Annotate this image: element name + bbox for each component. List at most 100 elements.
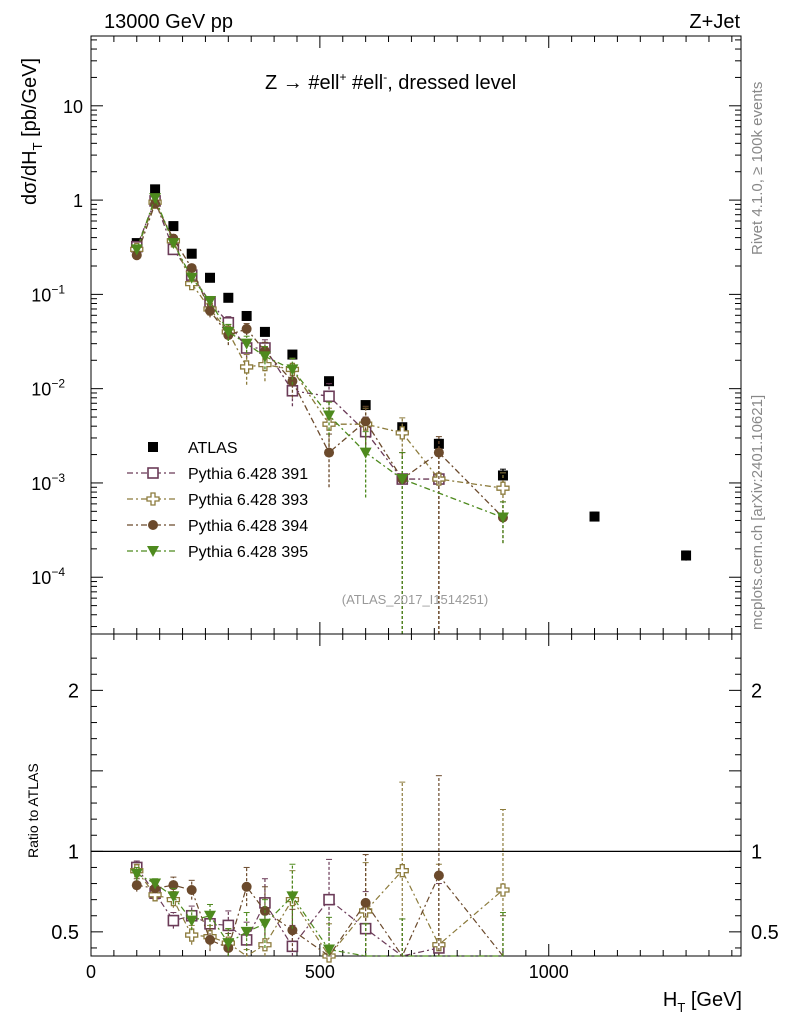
y-tick-base: 10 — [31, 380, 51, 400]
series-3 — [131, 198, 508, 634]
legend-marker — [148, 442, 158, 452]
x-tick-label: 0 — [86, 962, 96, 982]
header-right: Z+Jet — [689, 11, 740, 33]
ratio-point — [168, 880, 179, 891]
title-sup1: + — [339, 70, 346, 84]
ylabel-main: dσ/dH — [19, 150, 41, 205]
y-tick-exp: −4 — [51, 565, 65, 579]
ratio-y-label-right: 1 — [751, 841, 762, 863]
data-point — [222, 326, 235, 338]
ratio-point — [258, 918, 271, 930]
data-point — [185, 272, 198, 284]
legend-label: Pythia 6.428 391 — [188, 466, 308, 483]
x-tick-label: 1000 — [529, 962, 569, 982]
ratio-point — [323, 893, 335, 906]
y-tick-label: 10−2 — [31, 377, 65, 400]
ratio-point — [496, 883, 510, 897]
ratio-point — [241, 881, 252, 892]
data-point — [241, 323, 252, 334]
ratio-frame — [90, 633, 742, 957]
main-ylabel: dσ/dHT [pb/GeV] — [19, 58, 45, 205]
data-point — [167, 238, 180, 250]
data-point — [496, 481, 510, 495]
series-line — [136, 201, 504, 518]
ratio-line — [136, 869, 504, 958]
data-point — [433, 447, 444, 458]
data-point — [149, 193, 162, 205]
ratio-point — [287, 925, 298, 936]
ratio-point — [360, 897, 371, 908]
ratio-point — [186, 884, 197, 895]
data-point — [287, 349, 298, 360]
series-line — [136, 199, 439, 480]
data-point — [681, 550, 692, 561]
ratio-series-1 — [130, 781, 510, 963]
ratio-y-label: 2 — [68, 680, 79, 702]
rivet-label: Rivet 4.1.0, ≥ 100k events — [749, 82, 766, 255]
data-point — [205, 305, 216, 316]
title-main: Z → #ell — [265, 72, 339, 94]
y-tick-label: 10 — [63, 97, 83, 117]
ratio-y-label: 1 — [68, 841, 79, 863]
ratio-point — [286, 940, 299, 953]
ratio-point — [433, 870, 444, 881]
legend-label: Pythia 6.428 394 — [188, 518, 308, 535]
data-point — [205, 272, 216, 283]
ylabel-sub: T — [30, 142, 45, 150]
data-point — [324, 376, 335, 387]
ratio-axes: 0.5 0.5 1 1 2 2 0 500 1000 — [51, 634, 779, 982]
ratio-y-label-right: 0.5 — [751, 922, 779, 944]
data-point — [258, 351, 271, 363]
data-point — [395, 426, 409, 440]
data-point — [168, 221, 179, 232]
data-point — [360, 400, 371, 411]
y-tick-exp: −3 — [51, 471, 65, 485]
ratio-panel: 0.5 0.5 1 1 2 2 0 500 1000 Ratio to ATLAS HT [Ge… — [25, 633, 779, 1015]
main-title: Z → #ell+ #ell-, dressed level — [265, 70, 516, 94]
y-tick-base: 10 — [31, 568, 51, 588]
data-point — [360, 416, 371, 427]
ylabel-unit: [pb/GeV] — [19, 58, 41, 143]
legend-label: Pythia 6.428 393 — [188, 492, 308, 509]
series-1 — [130, 195, 445, 634]
ratio-line — [136, 874, 504, 958]
ratio-y-label: 0.5 — [51, 922, 79, 944]
y-tick-label: 10−1 — [31, 282, 65, 305]
ratio-point — [240, 926, 253, 938]
data-point — [287, 376, 298, 387]
data-point — [359, 447, 372, 459]
data-point — [589, 511, 600, 522]
legend-marker — [148, 520, 158, 530]
data-point — [432, 472, 446, 486]
legend-label: ATLAS — [188, 440, 238, 457]
series-4 — [130, 193, 509, 634]
ratio-xlabel: HT [GeV] — [663, 989, 742, 1015]
legend-marker — [147, 467, 159, 479]
ratio-point — [149, 878, 162, 890]
legend-marker — [146, 492, 160, 506]
legend-label: Pythia 6.428 395 — [188, 544, 308, 561]
ratio-point — [167, 914, 180, 927]
data-point — [324, 447, 335, 458]
title-end: , dressed level — [387, 72, 516, 94]
data-point — [496, 512, 509, 524]
ratio-series — [130, 775, 510, 963]
ratio-point — [286, 891, 299, 903]
ratio-point — [323, 944, 336, 956]
ratio-point — [130, 868, 143, 880]
analysis-label: (ATLAS_2017_I1514251) — [342, 592, 488, 607]
header-left: 13000 GeV pp — [104, 11, 233, 33]
ratio-point — [131, 880, 142, 891]
data-point — [223, 292, 234, 303]
ratio-y-label-right: 2 — [751, 680, 762, 702]
mcplots-label: mcplots.cern.ch [arXiv:2401.10621] — [749, 395, 766, 630]
data-point — [204, 296, 217, 308]
data-point — [323, 390, 335, 403]
ratio-point — [222, 938, 235, 950]
legend-marker — [147, 546, 159, 557]
ratio-ylabel: Ratio to ATLAS — [25, 763, 41, 858]
data-point — [259, 326, 270, 337]
data-point — [150, 184, 161, 195]
y-tick-base: 10 — [31, 474, 51, 494]
